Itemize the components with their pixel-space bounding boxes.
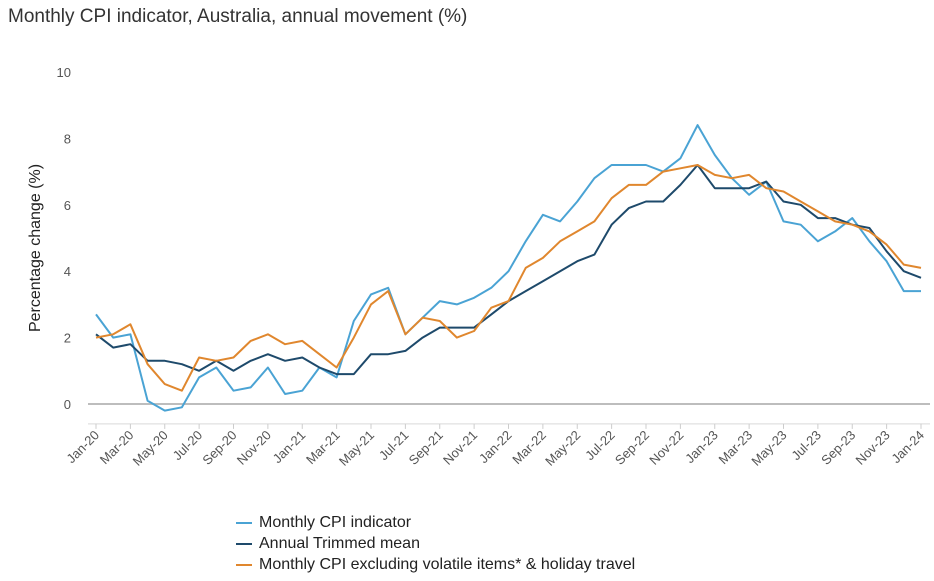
legend-label: Monthly CPI indicator [259, 513, 412, 531]
legend-swatch [236, 563, 252, 566]
x-tick-label: Sep-21 [406, 427, 446, 467]
series-line-2 [95, 164, 922, 392]
x-tick-label: Jan-22 [476, 427, 515, 466]
x-tick-label: Jan-20 [63, 427, 102, 466]
x-tick-label: May-20 [130, 427, 171, 468]
chart-title: Monthly CPI indicator, Australia, annual… [8, 6, 468, 27]
series-line-0 [95, 124, 921, 412]
x-tick-label: Jan-24 [888, 427, 927, 466]
y-axis-label: Percentage change (%) [27, 164, 44, 332]
x-tick-label: Nov-23 [852, 427, 892, 467]
series-lines [95, 124, 922, 412]
y-tick-label: 6 [64, 198, 71, 213]
x-tick-label: May-23 [748, 427, 789, 468]
y-tick-label: 0 [64, 397, 71, 412]
x-tick-label: Mar-20 [97, 427, 137, 467]
legend-swatch [236, 542, 252, 545]
line-chart: 0 2 4 6 8 10 Jan-20Mar-20May-20Jul-20Sep-20No… [27, 65, 930, 469]
x-tick-label: Sep-23 [818, 427, 858, 467]
y-tick-label: 4 [64, 264, 71, 279]
x-axis-ticks: Jan-20Mar-20May-20Jul-20Sep-20Nov-20Jan-… [63, 423, 927, 469]
legend-item: Monthly CPI indicator [236, 512, 635, 533]
y-tick-label: 2 [64, 331, 71, 346]
x-tick-label: Nov-20 [234, 427, 274, 467]
legend-label: Annual Trimmed mean [259, 534, 420, 552]
x-tick-label: May-22 [542, 427, 583, 468]
x-tick-label: Nov-22 [646, 427, 686, 467]
legend-label: Monthly CPI excluding volatile items* & … [259, 555, 636, 573]
x-tick-label: May-21 [336, 427, 377, 468]
legend-swatch [236, 521, 252, 524]
y-axis-ticks: 0 2 4 6 8 10 [57, 65, 71, 412]
x-tick-label: Mar-21 [303, 427, 343, 467]
y-tick-label: 10 [57, 65, 71, 80]
x-tick-label: Jan-21 [270, 427, 309, 466]
x-tick-label: Mar-22 [509, 427, 549, 467]
legend-item: Monthly CPI excluding volatile items* & … [236, 554, 635, 575]
x-tick-label: Sep-22 [612, 427, 652, 467]
x-tick-label: Nov-21 [440, 427, 480, 467]
x-tick-label: Jan-23 [682, 427, 721, 466]
y-tick-label: 8 [64, 131, 71, 146]
x-tick-label: Mar-23 [716, 427, 756, 467]
x-tick-label: Sep-20 [199, 427, 239, 467]
chart-legend: Monthly CPI indicator Annual Trimmed mean… [236, 512, 635, 575]
legend-item: Annual Trimmed mean [236, 533, 635, 554]
